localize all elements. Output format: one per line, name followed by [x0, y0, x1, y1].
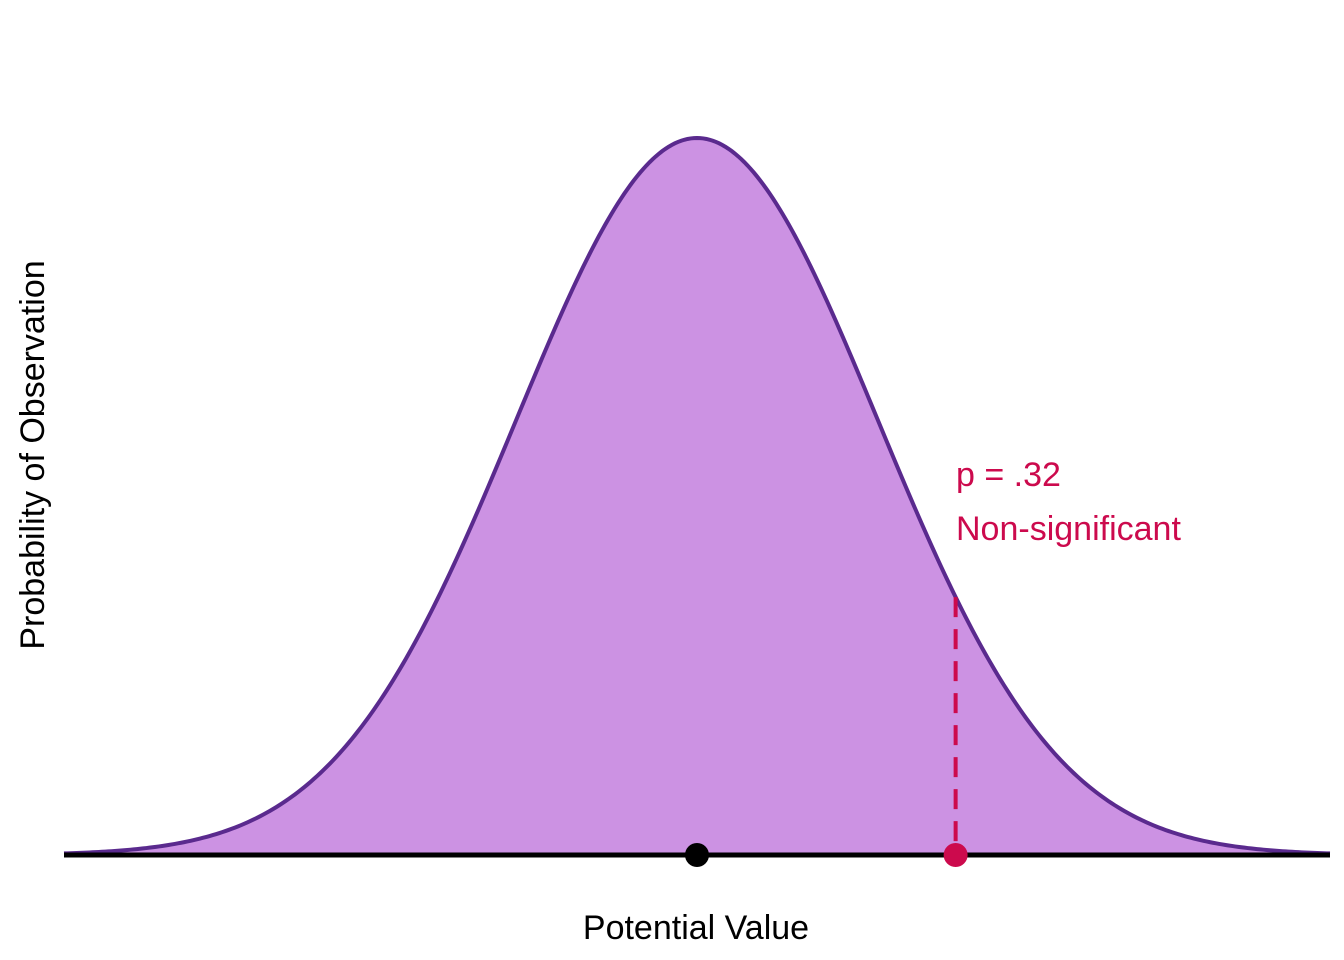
y-axis-title: Probability of Observation: [14, 260, 52, 649]
distribution-curve: [63, 135, 1331, 856]
mean-point: [685, 843, 709, 867]
annotation-p-value: p = .32: [956, 456, 1061, 494]
distribution-area: [64, 138, 1330, 855]
observed-point: [943, 843, 968, 867]
x-axis-title: Potential Value: [583, 909, 809, 947]
annotation-significance: Non-significant: [956, 510, 1181, 548]
